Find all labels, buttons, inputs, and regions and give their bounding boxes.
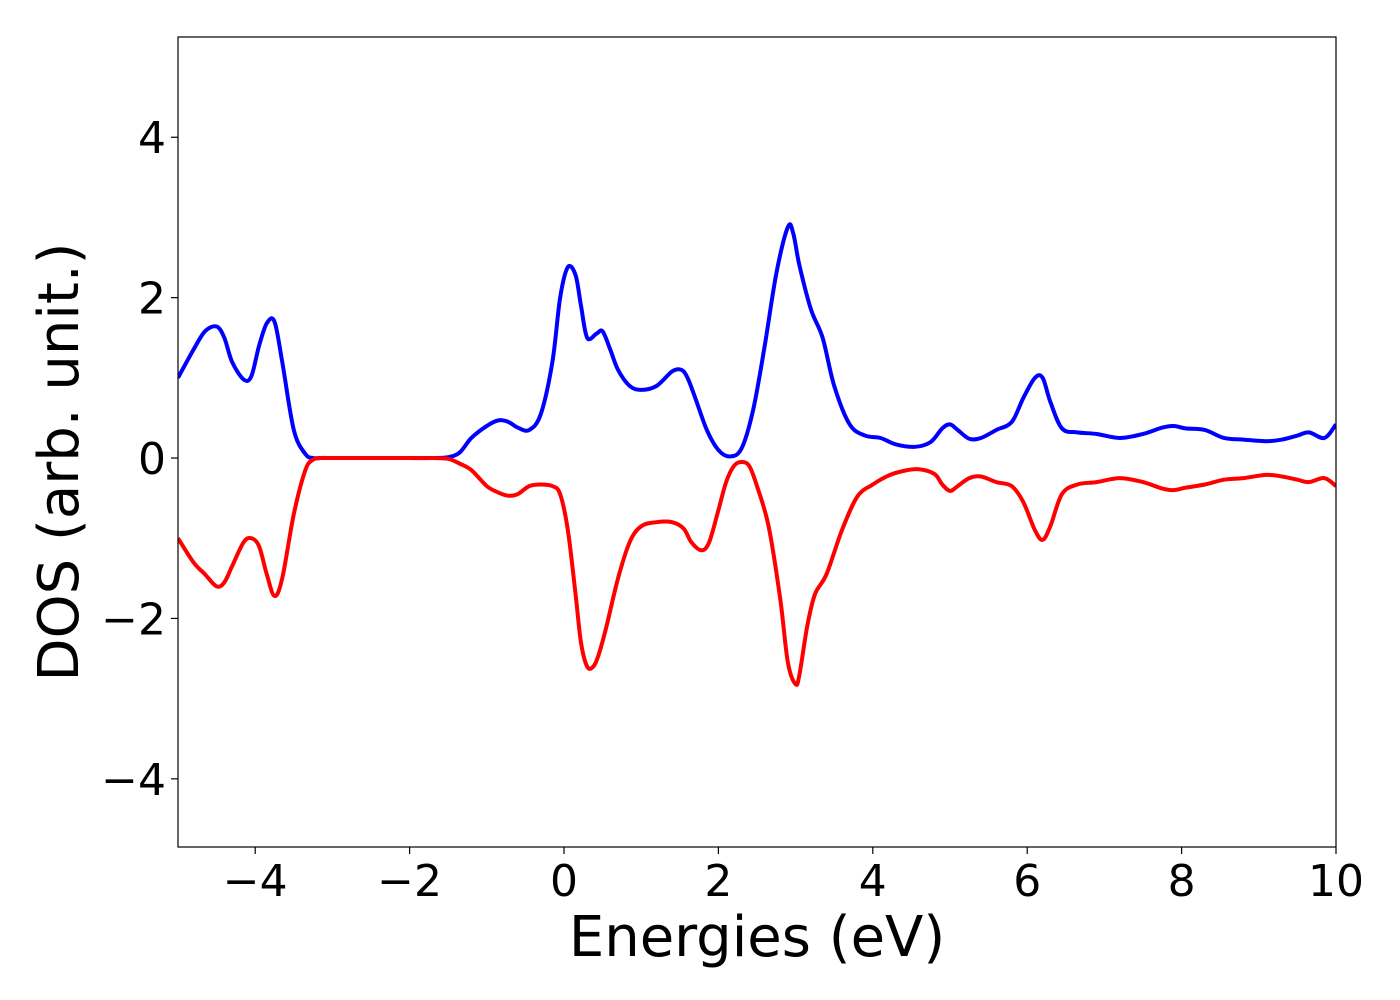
- y-tick-label: −2: [101, 594, 166, 645]
- x-tick-label: 6: [1013, 856, 1041, 907]
- x-tick-label: 4: [859, 856, 887, 907]
- x-axis-title: Energies (eV): [569, 905, 945, 970]
- y-tick-label: 4: [138, 113, 166, 164]
- series-line-negative: [178, 455, 1336, 687]
- tick-layer: −4 −2 0 2 4 6 8 10 −4 −2 0 2 4: [101, 113, 1364, 907]
- x-tick-label: 10: [1308, 856, 1364, 907]
- plot-frame: [177, 36, 1337, 848]
- x-tick-label: 0: [550, 856, 578, 907]
- series-layer: [178, 222, 1336, 687]
- y-tick-label: 0: [138, 434, 166, 485]
- x-tick-label: 8: [1168, 856, 1196, 907]
- x-tick-label: 2: [704, 856, 732, 907]
- y-tick-label: 2: [138, 274, 166, 325]
- x-tick-label: −2: [377, 856, 442, 907]
- y-tick-label: −4: [101, 755, 166, 806]
- y-axis-title: DOS (arb. unit.): [27, 242, 92, 681]
- x-tick-label: −4: [223, 856, 288, 907]
